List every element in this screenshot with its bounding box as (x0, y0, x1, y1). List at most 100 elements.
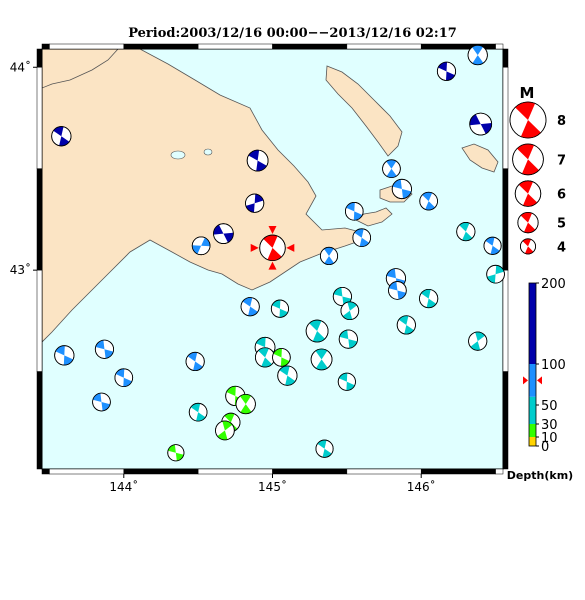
frame-segment (36, 371, 43, 470)
compression-quadrant (190, 403, 201, 413)
compression-quadrant (101, 402, 111, 411)
compression-quadrant (398, 315, 409, 325)
compression-quadrant (322, 448, 332, 458)
focal-mechanism (338, 329, 358, 349)
compression-quadrant (226, 386, 236, 396)
focal-mechanism (235, 393, 256, 415)
main-event-mechanism (259, 234, 286, 262)
compression-quadrant (487, 274, 496, 284)
legend-beachball (509, 101, 547, 139)
compression-quadrant (522, 159, 539, 175)
compression-quadrant (422, 192, 433, 202)
compression-quadrant (267, 247, 282, 261)
depth-tick-label: 100 (541, 358, 566, 373)
habomai-islands (355, 207, 393, 227)
frame-segment (502, 371, 509, 470)
beachball-rim (246, 149, 269, 172)
focal-mechanism (388, 281, 407, 300)
compression-quadrant (324, 247, 334, 256)
legend-label: 7 (557, 153, 566, 168)
depth-band (529, 364, 536, 397)
beachball-rim (94, 339, 115, 359)
legend-beachball (517, 212, 539, 234)
figure-title: Period:2003/12/16 00:00−−2013/12/16 02:1… (128, 26, 457, 41)
compression-quadrant (92, 393, 102, 403)
frame-segment (123, 468, 199, 475)
compression-quadrant (354, 228, 364, 238)
compression-quadrant (192, 245, 202, 254)
compression-quadrant (53, 126, 64, 137)
lat-tick-label: 44˚ (10, 59, 31, 74)
depth-tick-label: 30 (541, 418, 558, 433)
beachball-rim (315, 439, 334, 458)
beachball-rim (456, 222, 476, 242)
compression-quadrant (317, 440, 327, 449)
beachball-rim (245, 193, 265, 213)
legend-label: 5 (557, 217, 566, 232)
frame-segment (41, 468, 50, 475)
compression-quadrant (261, 357, 272, 368)
depth-band (529, 424, 536, 437)
compression-quadrant (475, 332, 485, 342)
compression-quadrant (248, 306, 258, 316)
focal-mechanism (246, 149, 269, 172)
beachball-rim (436, 61, 457, 81)
compression-quadrant (388, 281, 398, 291)
beachball-rim (467, 45, 488, 66)
legend-label: 6 (557, 188, 566, 203)
compression-quadrant (523, 193, 538, 207)
focal-mechanism (213, 223, 234, 244)
compression-quadrant (256, 337, 266, 348)
compression-quadrant (254, 194, 264, 204)
compression-quadrant (168, 444, 176, 453)
frame-segment (495, 43, 504, 50)
beachball-rim (277, 365, 298, 386)
focal-mechanism (319, 246, 339, 265)
beachball-rim (185, 351, 205, 372)
frame-segment (495, 468, 504, 475)
compression-quadrant (397, 290, 406, 300)
map-frame (36, 43, 509, 475)
legend-title: M (520, 84, 535, 102)
focal-mechanism (254, 347, 276, 368)
frame-segment (197, 43, 273, 50)
lon-tick-label: 146˚ (407, 479, 436, 494)
compression-quadrant (312, 331, 325, 342)
compression-quadrant (315, 359, 328, 370)
beachball-rim (213, 223, 234, 244)
beachball-rim (167, 444, 185, 462)
lat-tick-label: 43˚ (10, 262, 31, 277)
compression-quadrant (245, 203, 255, 213)
focal-mechanism (114, 368, 134, 387)
beachball-rim (188, 402, 208, 422)
beachball-rim (319, 246, 339, 265)
focal-mechanism (344, 202, 364, 221)
compression-quadrant (115, 368, 125, 378)
compression-quadrant (104, 349, 114, 359)
beachball-rim (520, 238, 537, 255)
legend-beachball (512, 143, 544, 176)
compression-quadrant (272, 300, 281, 309)
compression-quadrant (495, 265, 505, 275)
beachball-rim (310, 348, 333, 371)
compression-quadrant (175, 452, 184, 461)
focal-mechanism (310, 348, 333, 371)
focal-mechanism (483, 236, 502, 255)
compression-quadrant (346, 381, 355, 391)
compression-quadrant (518, 180, 533, 194)
focal-mechanism (382, 159, 401, 179)
compression-quadrant (201, 237, 211, 247)
focal-mechanism (419, 191, 438, 211)
beachball-rim (54, 345, 75, 366)
frame-segment (502, 48, 509, 68)
frame-segment (36, 48, 43, 68)
focal-mechanism (340, 301, 360, 321)
beachball-rim (352, 228, 372, 247)
beachball-rim (51, 126, 72, 147)
focal-mechanism (277, 365, 298, 386)
beachball-rim (272, 348, 291, 367)
frame-segment (123, 43, 199, 50)
focal-mechanism (215, 420, 235, 441)
main-event-depth-marker (537, 376, 542, 385)
